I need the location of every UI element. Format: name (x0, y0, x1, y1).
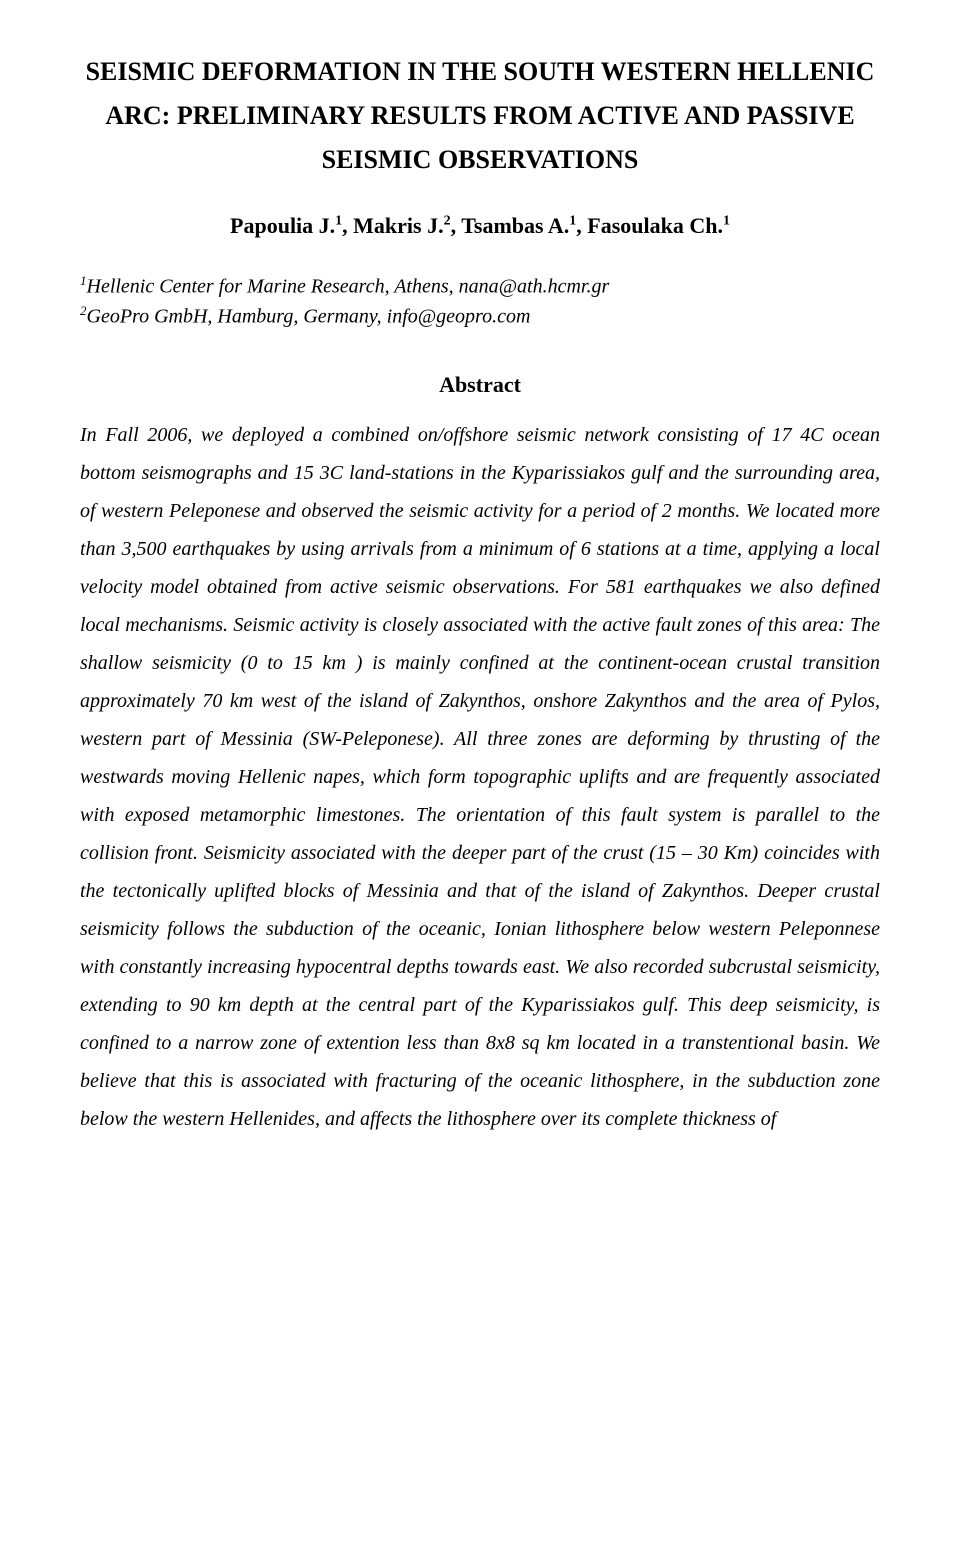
affiliations: 1Hellenic Center for Marine Research, At… (80, 271, 880, 332)
authors-line: Papoulia J.1, Makris J.2, Tsambas A.1, F… (80, 213, 880, 239)
abstract-heading: Abstract (80, 372, 880, 398)
abstract-body: In Fall 2006, we deployed a combined on/… (80, 416, 880, 1138)
paper-title: SEISMIC DEFORMATION IN THE SOUTH WESTERN… (80, 50, 880, 183)
author-2-sup: 2 (444, 213, 451, 228)
author-4-sup: 1 (723, 213, 730, 228)
author-3: , Tsambas A. (451, 213, 570, 238)
author-4: , Fasoulaka Ch. (576, 213, 723, 238)
affil-1-text: Hellenic Center for Marine Research, Ath… (87, 275, 610, 297)
affil-line-2: 2GeoPro GmbH, Hamburg, Germany, info@geo… (80, 301, 880, 332)
page: SEISMIC DEFORMATION IN THE SOUTH WESTERN… (0, 0, 960, 1563)
author-1: Papoulia J. (230, 213, 335, 238)
affil-line-1: 1Hellenic Center for Marine Research, At… (80, 271, 880, 302)
affil-2-text: GeoPro GmbH, Hamburg, Germany, info@geop… (87, 306, 531, 328)
author-2: , Makris J. (342, 213, 443, 238)
